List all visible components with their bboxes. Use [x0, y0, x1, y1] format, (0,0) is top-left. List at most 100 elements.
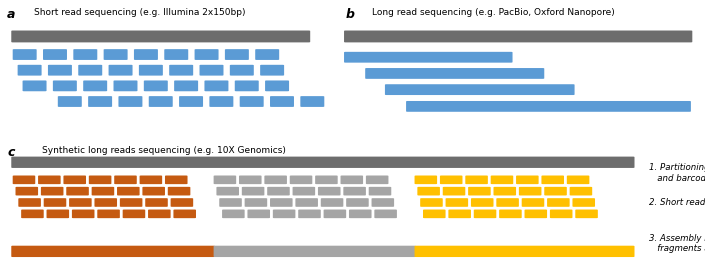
FancyBboxPatch shape	[179, 96, 203, 107]
FancyBboxPatch shape	[216, 187, 239, 195]
FancyBboxPatch shape	[118, 96, 142, 107]
FancyBboxPatch shape	[267, 187, 290, 195]
FancyBboxPatch shape	[270, 198, 293, 207]
FancyBboxPatch shape	[415, 176, 437, 184]
FancyBboxPatch shape	[516, 176, 539, 184]
Text: Long read sequencing (e.g. PacBio, Oxford Nanopore): Long read sequencing (e.g. PacBio, Oxfor…	[372, 8, 614, 17]
FancyBboxPatch shape	[491, 176, 513, 184]
FancyBboxPatch shape	[18, 198, 41, 207]
FancyBboxPatch shape	[541, 176, 564, 184]
FancyBboxPatch shape	[66, 187, 89, 195]
FancyBboxPatch shape	[173, 210, 196, 218]
FancyBboxPatch shape	[550, 210, 572, 218]
Text: 1. Partitioning, fragmenting
   and barcoding: 1. Partitioning, fragmenting and barcodi…	[649, 163, 705, 183]
FancyBboxPatch shape	[471, 198, 494, 207]
FancyBboxPatch shape	[522, 198, 544, 207]
FancyBboxPatch shape	[140, 176, 162, 184]
FancyBboxPatch shape	[260, 65, 284, 76]
FancyBboxPatch shape	[525, 210, 547, 218]
FancyBboxPatch shape	[23, 80, 47, 91]
FancyBboxPatch shape	[78, 65, 102, 76]
FancyBboxPatch shape	[11, 31, 310, 42]
FancyBboxPatch shape	[570, 187, 592, 195]
FancyBboxPatch shape	[235, 80, 259, 91]
FancyBboxPatch shape	[290, 176, 312, 184]
FancyBboxPatch shape	[273, 210, 295, 218]
FancyBboxPatch shape	[58, 96, 82, 107]
FancyBboxPatch shape	[97, 210, 120, 218]
FancyBboxPatch shape	[214, 246, 416, 257]
FancyBboxPatch shape	[94, 198, 117, 207]
FancyBboxPatch shape	[496, 198, 519, 207]
FancyBboxPatch shape	[13, 176, 35, 184]
FancyBboxPatch shape	[120, 198, 142, 207]
FancyBboxPatch shape	[41, 187, 63, 195]
FancyBboxPatch shape	[72, 210, 94, 218]
FancyBboxPatch shape	[142, 187, 165, 195]
Text: b: b	[345, 8, 355, 21]
FancyBboxPatch shape	[53, 80, 77, 91]
FancyBboxPatch shape	[18, 65, 42, 76]
FancyBboxPatch shape	[219, 198, 242, 207]
FancyBboxPatch shape	[88, 96, 112, 107]
FancyBboxPatch shape	[83, 80, 107, 91]
FancyBboxPatch shape	[209, 96, 233, 107]
FancyBboxPatch shape	[343, 187, 366, 195]
FancyBboxPatch shape	[165, 176, 188, 184]
FancyBboxPatch shape	[89, 176, 111, 184]
FancyBboxPatch shape	[245, 198, 267, 207]
FancyBboxPatch shape	[247, 210, 270, 218]
FancyBboxPatch shape	[264, 176, 287, 184]
FancyBboxPatch shape	[109, 65, 133, 76]
FancyBboxPatch shape	[11, 157, 634, 168]
FancyBboxPatch shape	[499, 210, 522, 218]
FancyBboxPatch shape	[13, 49, 37, 60]
FancyBboxPatch shape	[493, 187, 516, 195]
FancyBboxPatch shape	[465, 176, 488, 184]
Text: Short read sequencing (e.g. Illumina 2x150bp): Short read sequencing (e.g. Illumina 2x1…	[34, 8, 245, 17]
FancyBboxPatch shape	[349, 210, 372, 218]
FancyBboxPatch shape	[21, 210, 44, 218]
FancyBboxPatch shape	[114, 176, 137, 184]
FancyBboxPatch shape	[544, 187, 567, 195]
FancyBboxPatch shape	[148, 210, 171, 218]
FancyBboxPatch shape	[300, 96, 324, 107]
FancyBboxPatch shape	[423, 210, 446, 218]
FancyBboxPatch shape	[240, 96, 264, 107]
FancyBboxPatch shape	[48, 65, 72, 76]
FancyBboxPatch shape	[567, 176, 589, 184]
FancyBboxPatch shape	[255, 49, 279, 60]
FancyBboxPatch shape	[372, 198, 394, 207]
FancyBboxPatch shape	[169, 65, 193, 76]
Text: a: a	[7, 8, 16, 21]
FancyBboxPatch shape	[295, 198, 318, 207]
FancyBboxPatch shape	[69, 198, 92, 207]
FancyBboxPatch shape	[164, 49, 188, 60]
FancyBboxPatch shape	[474, 210, 496, 218]
FancyBboxPatch shape	[344, 52, 513, 63]
FancyBboxPatch shape	[321, 198, 343, 207]
FancyBboxPatch shape	[171, 198, 193, 207]
FancyBboxPatch shape	[123, 210, 145, 218]
FancyBboxPatch shape	[149, 96, 173, 107]
FancyBboxPatch shape	[315, 176, 338, 184]
Text: c: c	[7, 146, 14, 159]
FancyBboxPatch shape	[204, 80, 228, 91]
FancyBboxPatch shape	[341, 176, 363, 184]
FancyBboxPatch shape	[225, 49, 249, 60]
FancyBboxPatch shape	[440, 176, 462, 184]
FancyBboxPatch shape	[369, 187, 391, 195]
FancyBboxPatch shape	[575, 210, 598, 218]
FancyBboxPatch shape	[44, 198, 66, 207]
FancyBboxPatch shape	[443, 187, 465, 195]
FancyBboxPatch shape	[174, 80, 198, 91]
FancyBboxPatch shape	[324, 210, 346, 218]
FancyBboxPatch shape	[365, 68, 544, 79]
FancyBboxPatch shape	[117, 187, 140, 195]
FancyBboxPatch shape	[448, 210, 471, 218]
FancyBboxPatch shape	[222, 210, 245, 218]
FancyBboxPatch shape	[318, 187, 341, 195]
FancyBboxPatch shape	[547, 198, 570, 207]
FancyBboxPatch shape	[385, 84, 575, 95]
FancyBboxPatch shape	[572, 198, 595, 207]
